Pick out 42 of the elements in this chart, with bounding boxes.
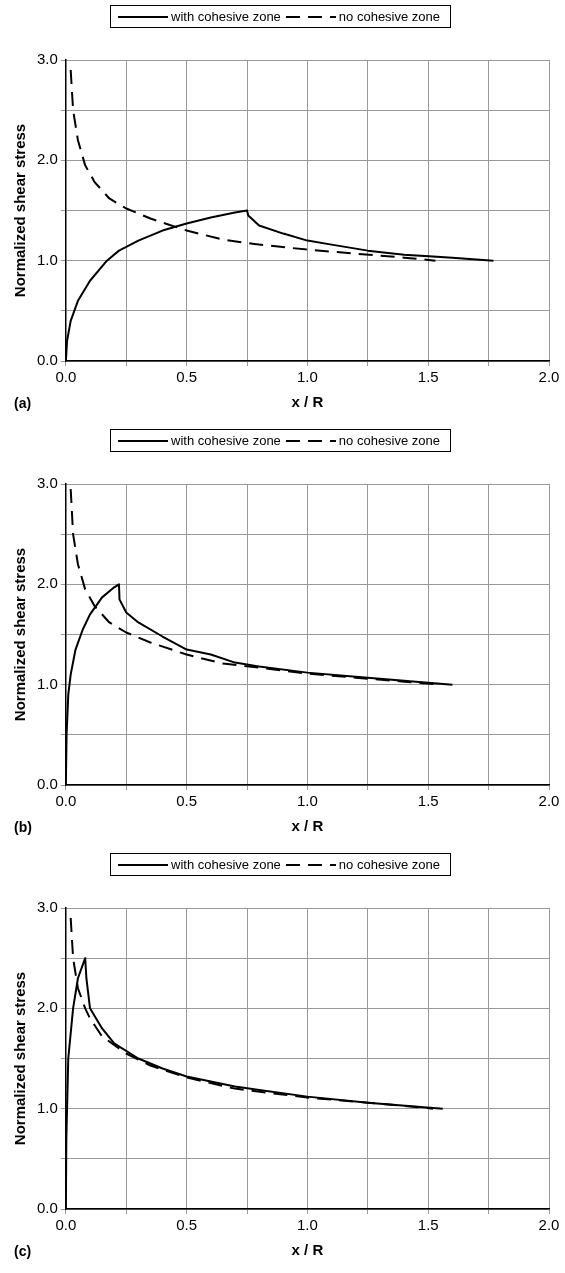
x-axis-title: x / R bbox=[291, 1241, 324, 1259]
y-tick-label: 2.0 bbox=[36, 150, 58, 168]
x-tick-label: 2.0 bbox=[538, 368, 560, 386]
x-tick-label: 1.0 bbox=[297, 368, 318, 386]
x-tick-label: 0.0 bbox=[55, 368, 77, 386]
legend-label: no cohesive zone bbox=[338, 9, 441, 24]
text: (a) bbox=[14, 395, 32, 411]
x-tick-label: 2.0 bbox=[538, 1216, 560, 1234]
x-tick-label: 0.5 bbox=[176, 368, 198, 386]
x-tick-label: 1.0 bbox=[297, 1216, 318, 1234]
legend-label: no cohesive zone bbox=[338, 433, 441, 448]
y-tick-label: 0.0 bbox=[36, 351, 58, 369]
x-tick-label: 0.0 bbox=[55, 792, 77, 810]
y-axis-title: Normalized shear stress bbox=[11, 547, 29, 722]
y-tick-label: 3.0 bbox=[36, 898, 58, 916]
y-axis-title: Normalized shear stress bbox=[11, 971, 29, 1146]
legend-label: no cohesive zone bbox=[338, 857, 441, 872]
x-tick-label: 1.5 bbox=[417, 368, 439, 386]
x-tick-label: 0.5 bbox=[176, 792, 198, 810]
x-axis-title: x / R bbox=[291, 817, 324, 835]
y-tick-label: 0.0 bbox=[36, 775, 58, 793]
legend-label: with cohesive zone bbox=[171, 857, 281, 872]
x-tick-label: 1.5 bbox=[417, 1216, 439, 1234]
legend-label: with cohesive zone bbox=[171, 433, 281, 448]
y-tick-label: 3.0 bbox=[36, 50, 58, 68]
y-tick-label: 2.0 bbox=[36, 998, 58, 1016]
x-tick-label: 0.0 bbox=[55, 1216, 77, 1234]
text: (b) bbox=[14, 819, 32, 835]
x-tick-label: 2.0 bbox=[538, 792, 560, 810]
text: (c) bbox=[14, 1243, 32, 1259]
x-axis-title: x / R bbox=[291, 393, 324, 411]
y-axis-title: Normalized shear stress bbox=[11, 123, 29, 298]
x-tick-label: 1.0 bbox=[297, 792, 318, 810]
x-tick-label: 1.5 bbox=[417, 792, 439, 810]
y-tick-label: 1.0 bbox=[36, 1098, 58, 1116]
y-tick-label: 1.0 bbox=[36, 674, 58, 692]
x-tick-label: 0.5 bbox=[176, 1216, 198, 1234]
y-tick-label: 2.0 bbox=[36, 574, 58, 592]
y-tick-label: 0.0 bbox=[36, 1199, 58, 1217]
y-tick-label: 3.0 bbox=[36, 474, 58, 492]
legend-label: with cohesive zone bbox=[171, 9, 281, 24]
y-tick-label: 1.0 bbox=[36, 250, 58, 268]
